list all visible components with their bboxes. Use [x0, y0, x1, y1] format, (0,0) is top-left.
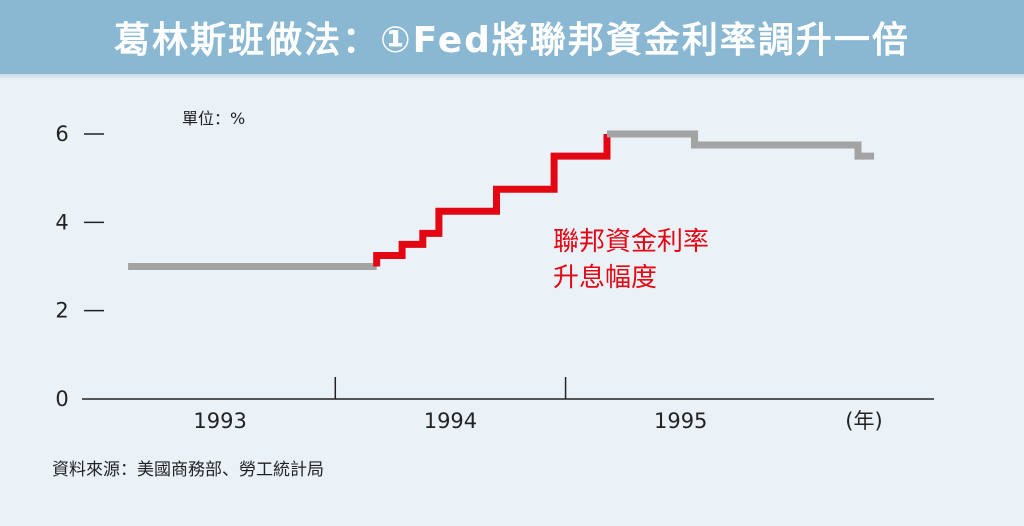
unit-label: 單位：% [182, 109, 245, 128]
year-label-1993: 1993 [193, 409, 246, 433]
y-tick-label-6: 6 [55, 122, 68, 146]
year-label-1995: 1995 [654, 409, 707, 433]
annotation-line-1: 升息幅度 [553, 263, 657, 293]
rate-series-1 [373, 134, 611, 267]
source-note: 資料來源：美國商務部、勞工統計局 [52, 460, 324, 480]
y-tick-label-0: 0 [55, 387, 68, 411]
rate-series-2 [607, 130, 875, 160]
y-tick-label-2: 2 [55, 299, 68, 323]
year-label-1994: 1994 [424, 409, 477, 433]
chart-title: 葛林斯班做法：①Fed將聯邦資金利率調升一倍 [114, 20, 910, 61]
y-tick-label-4: 4 [55, 210, 68, 234]
title-banner: 葛林斯班做法：①Fed將聯邦資金利率調升一倍 [0, 0, 1024, 74]
banner-shadow [0, 74, 1024, 80]
x-unit-label: (年) [845, 409, 882, 433]
annotation-line-0: 聯邦資金利率 [553, 227, 709, 257]
